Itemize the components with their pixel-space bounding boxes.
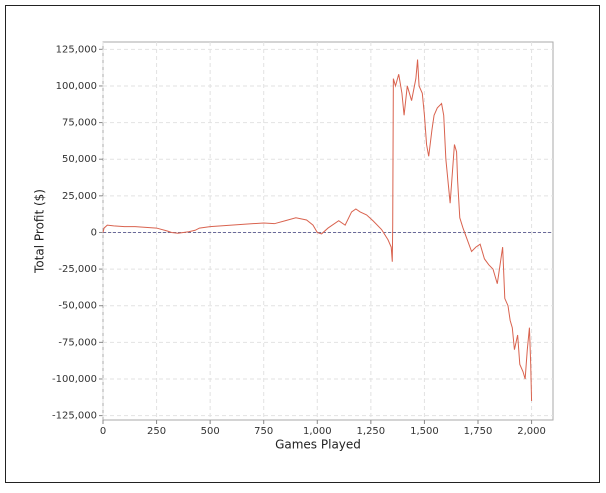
x-tick-label: 500 (201, 426, 220, 437)
y-tick-label: -25,000 (58, 264, 97, 275)
y-tick-label: -75,000 (58, 337, 97, 348)
y-tick-label: -50,000 (58, 301, 97, 312)
line-series (102, 59, 533, 401)
x-tick-label: 1,250 (357, 426, 386, 437)
y-tick-label: 0 (91, 227, 97, 238)
y-tick-label: 75,000 (62, 118, 97, 129)
y-tick-label: -100,000 (52, 374, 97, 385)
plot-area (102, 41, 554, 421)
x-tick-label: 1,500 (410, 426, 439, 437)
x-tick-label: 1,000 (303, 426, 332, 437)
y-tick-label: -125,000 (52, 411, 97, 422)
x-tick-label: 1,750 (464, 426, 493, 437)
y-axis-title: Total Profit ($) (33, 189, 47, 274)
y-tick-label: 25,000 (62, 191, 97, 202)
x-tick-label: 750 (254, 426, 273, 437)
y-tick-label: 50,000 (62, 154, 97, 165)
x-tick-label: 250 (147, 426, 166, 437)
x-tick-label: 2,000 (517, 426, 546, 437)
x-axis-title: Games Played (275, 438, 361, 452)
x-tick-label: 0 (100, 426, 106, 437)
y-tick-label: 125,000 (56, 44, 97, 55)
y-tick-label: 100,000 (56, 81, 97, 92)
